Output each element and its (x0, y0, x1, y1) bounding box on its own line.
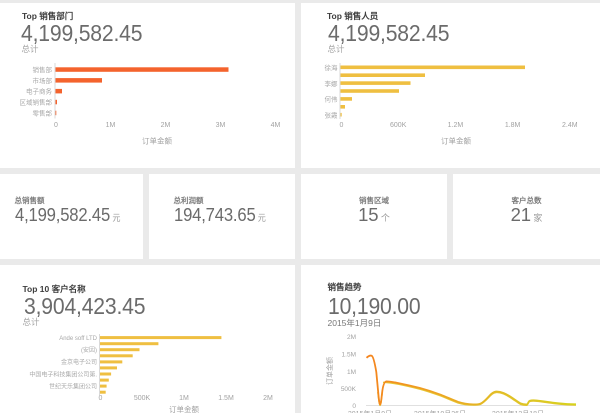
svg-text:0: 0 (99, 395, 103, 402)
svg-text:500K: 500K (134, 395, 151, 402)
svg-text:2.4M: 2.4M (562, 122, 578, 129)
svg-text:600K: 600K (390, 122, 407, 129)
svg-text:(安因): (安因) (81, 346, 97, 354)
svg-text:零售部: 零售部 (33, 108, 53, 117)
svg-text:2015年10月26日: 2015年10月26日 (414, 409, 466, 413)
svg-text:李娜: 李娜 (325, 79, 339, 88)
svg-text:订单金额: 订单金额 (169, 404, 199, 413)
svg-text:2015年12月18日: 2015年12月18日 (492, 409, 544, 413)
svg-text:4M: 4M (271, 122, 281, 129)
svg-text:世纪天乐集团公司: 世纪天乐集团公司 (49, 383, 97, 391)
svg-text:何伟: 何伟 (325, 95, 339, 104)
svg-text:1M: 1M (347, 369, 356, 376)
svg-text:0: 0 (340, 122, 344, 129)
svg-text:2M: 2M (263, 395, 273, 402)
svg-text:0: 0 (54, 122, 58, 129)
svg-text:订单金额: 订单金额 (441, 136, 471, 146)
svg-text:2015年1月9日: 2015年1月9日 (348, 409, 392, 413)
svg-text:电子商务: 电子商务 (26, 87, 53, 96)
svg-text:1.5M: 1.5M (342, 352, 356, 359)
svg-text:Ande soff LTD: Ande soff LTD (59, 336, 97, 342)
svg-text:1.5M: 1.5M (218, 395, 234, 402)
svg-text:订单金额: 订单金额 (142, 136, 172, 146)
svg-text:1.2M: 1.2M (448, 122, 464, 129)
svg-text:中国电子科技集团公司第.: 中国电子科技集团公司第. (29, 370, 97, 378)
svg-text:500K: 500K (341, 386, 357, 393)
svg-text:1.8M: 1.8M (505, 122, 521, 129)
svg-text:张霞: 张霞 (325, 110, 339, 119)
svg-text:金京电子公司: 金京电子公司 (61, 358, 97, 366)
svg-text:订单金额: 订单金额 (325, 357, 334, 385)
svg-text:2M: 2M (161, 122, 171, 129)
svg-text:3M: 3M (216, 122, 226, 129)
svg-text:2M: 2M (347, 334, 356, 341)
svg-text:销售部: 销售部 (33, 65, 53, 74)
svg-text:区域销售部: 区域销售部 (20, 98, 53, 107)
svg-text:徐海: 徐海 (325, 63, 339, 72)
svg-text:市场部: 市场部 (33, 76, 53, 85)
svg-text:1M: 1M (106, 122, 116, 129)
svg-text:1M: 1M (179, 395, 189, 402)
svg-text:0: 0 (352, 403, 356, 410)
